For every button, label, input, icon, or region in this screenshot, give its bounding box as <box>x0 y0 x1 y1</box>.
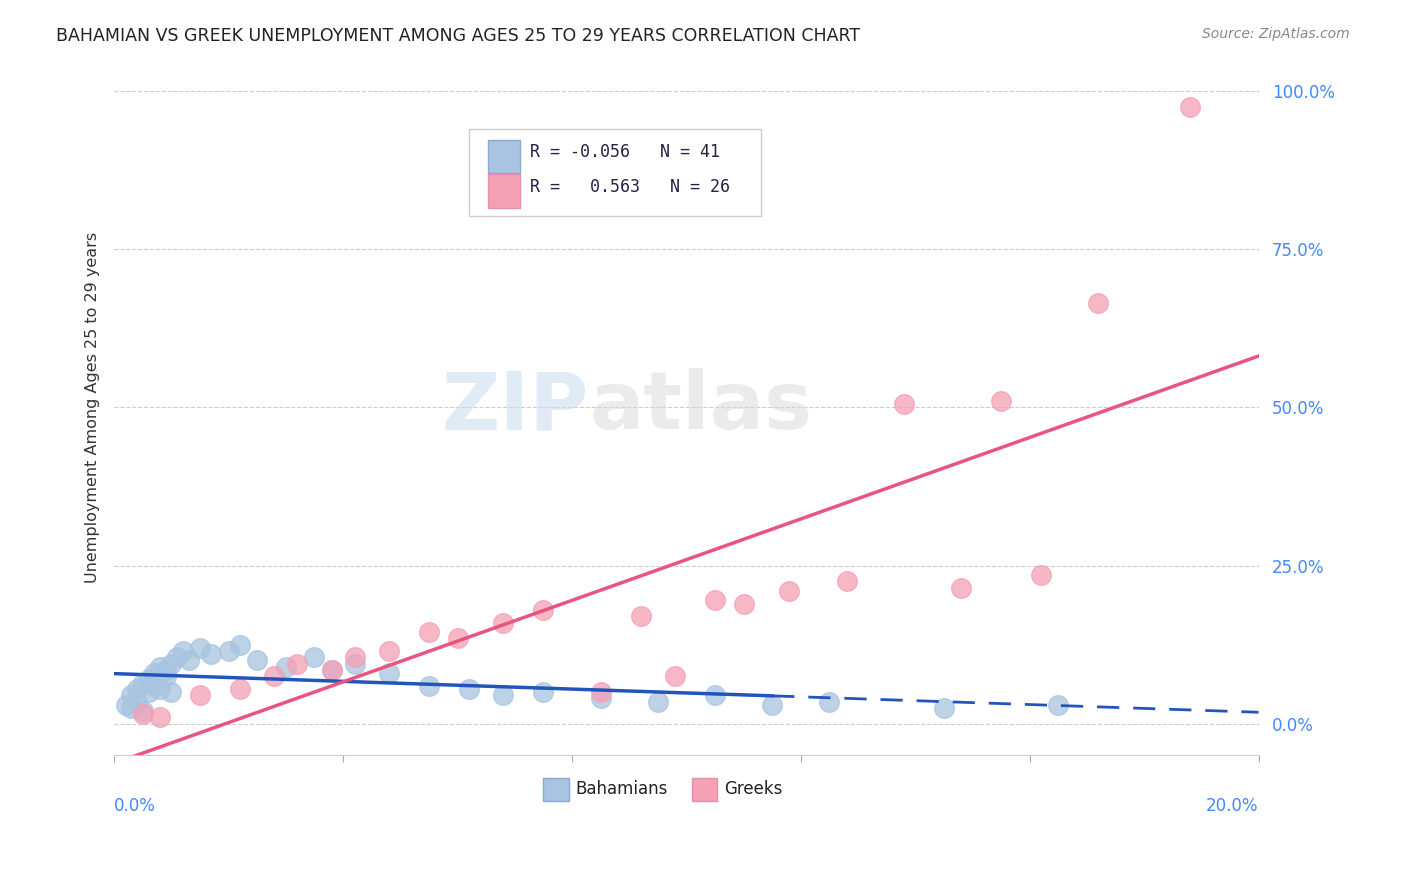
Point <box>1047 698 1070 712</box>
Point <box>704 688 727 702</box>
FancyBboxPatch shape <box>488 175 520 208</box>
Point <box>932 701 955 715</box>
Point <box>589 691 612 706</box>
Point <box>1087 296 1109 310</box>
Point <box>343 650 366 665</box>
Point <box>274 660 297 674</box>
Point <box>704 593 727 607</box>
Point <box>531 685 554 699</box>
Point <box>114 698 136 712</box>
Point <box>778 583 800 598</box>
Point <box>304 650 326 665</box>
Point <box>1029 568 1052 582</box>
Point <box>446 632 468 646</box>
Text: 0.0%: 0.0% <box>114 797 156 815</box>
Point <box>492 615 515 630</box>
Point <box>149 681 172 696</box>
Point <box>246 653 269 667</box>
Text: Bahamians: Bahamians <box>575 780 668 798</box>
Point <box>990 394 1012 409</box>
Point <box>143 666 166 681</box>
Point <box>835 574 858 589</box>
Point <box>143 679 166 693</box>
Point <box>818 695 841 709</box>
Point <box>149 710 172 724</box>
Point <box>492 688 515 702</box>
Text: atlas: atlas <box>589 368 813 447</box>
Point <box>647 695 669 709</box>
Text: 20.0%: 20.0% <box>1206 797 1258 815</box>
Point <box>321 663 343 677</box>
Point <box>172 644 194 658</box>
Point <box>155 669 177 683</box>
Point <box>531 603 554 617</box>
Point <box>321 663 343 677</box>
Point <box>229 638 252 652</box>
Point <box>177 653 200 667</box>
Point <box>630 609 652 624</box>
Point <box>733 597 755 611</box>
Point <box>120 701 142 715</box>
Point <box>120 688 142 702</box>
Text: BAHAMIAN VS GREEK UNEMPLOYMENT AMONG AGES 25 TO 29 YEARS CORRELATION CHART: BAHAMIAN VS GREEK UNEMPLOYMENT AMONG AGE… <box>56 27 860 45</box>
Point <box>125 695 148 709</box>
Point <box>132 675 155 690</box>
Point <box>188 640 211 655</box>
Point <box>378 644 401 658</box>
Point <box>160 685 183 699</box>
Point <box>125 681 148 696</box>
Point <box>285 657 308 671</box>
Point <box>1178 100 1201 114</box>
Point <box>138 673 160 687</box>
Point <box>761 698 783 712</box>
Point <box>138 685 160 699</box>
Point <box>893 397 915 411</box>
Text: ZIP: ZIP <box>441 368 589 447</box>
FancyBboxPatch shape <box>543 779 568 801</box>
Point <box>229 681 252 696</box>
Point <box>132 704 155 718</box>
Point <box>166 650 188 665</box>
Point <box>418 679 440 693</box>
Text: R = -0.056   N = 41: R = -0.056 N = 41 <box>530 143 720 161</box>
Point <box>950 581 973 595</box>
Point <box>149 660 172 674</box>
FancyBboxPatch shape <box>488 140 520 173</box>
Point <box>200 647 222 661</box>
Point <box>188 688 211 702</box>
Point <box>378 666 401 681</box>
Point <box>589 685 612 699</box>
Point <box>263 669 285 683</box>
Point <box>418 625 440 640</box>
Text: R =   0.563   N = 26: R = 0.563 N = 26 <box>530 178 730 196</box>
Point <box>132 707 155 722</box>
Point <box>160 657 183 671</box>
Text: Source: ZipAtlas.com: Source: ZipAtlas.com <box>1202 27 1350 41</box>
FancyBboxPatch shape <box>692 779 717 801</box>
Point <box>343 657 366 671</box>
Point <box>458 681 481 696</box>
Point <box>155 663 177 677</box>
Y-axis label: Unemployment Among Ages 25 to 29 years: Unemployment Among Ages 25 to 29 years <box>86 232 100 583</box>
FancyBboxPatch shape <box>470 129 761 216</box>
Text: Greeks: Greeks <box>724 780 783 798</box>
Point <box>664 669 686 683</box>
Point <box>218 644 240 658</box>
